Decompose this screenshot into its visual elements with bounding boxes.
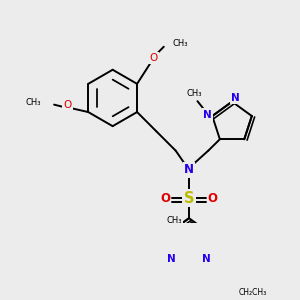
Text: CH₃: CH₃	[25, 98, 41, 107]
Text: N: N	[167, 254, 176, 265]
Text: O: O	[149, 53, 158, 63]
Text: N: N	[231, 93, 239, 103]
Text: N: N	[184, 164, 194, 176]
Text: N: N	[202, 254, 211, 265]
Text: O: O	[160, 192, 170, 205]
Text: S: S	[184, 190, 194, 206]
Text: N: N	[203, 110, 212, 119]
Text: CH₂CH₃: CH₂CH₃	[238, 288, 267, 297]
Text: CH₃: CH₃	[187, 89, 202, 98]
Text: CH₃: CH₃	[173, 39, 188, 48]
Text: CH₃: CH₃	[167, 216, 182, 225]
Text: O: O	[208, 192, 218, 205]
Text: O: O	[63, 100, 72, 110]
